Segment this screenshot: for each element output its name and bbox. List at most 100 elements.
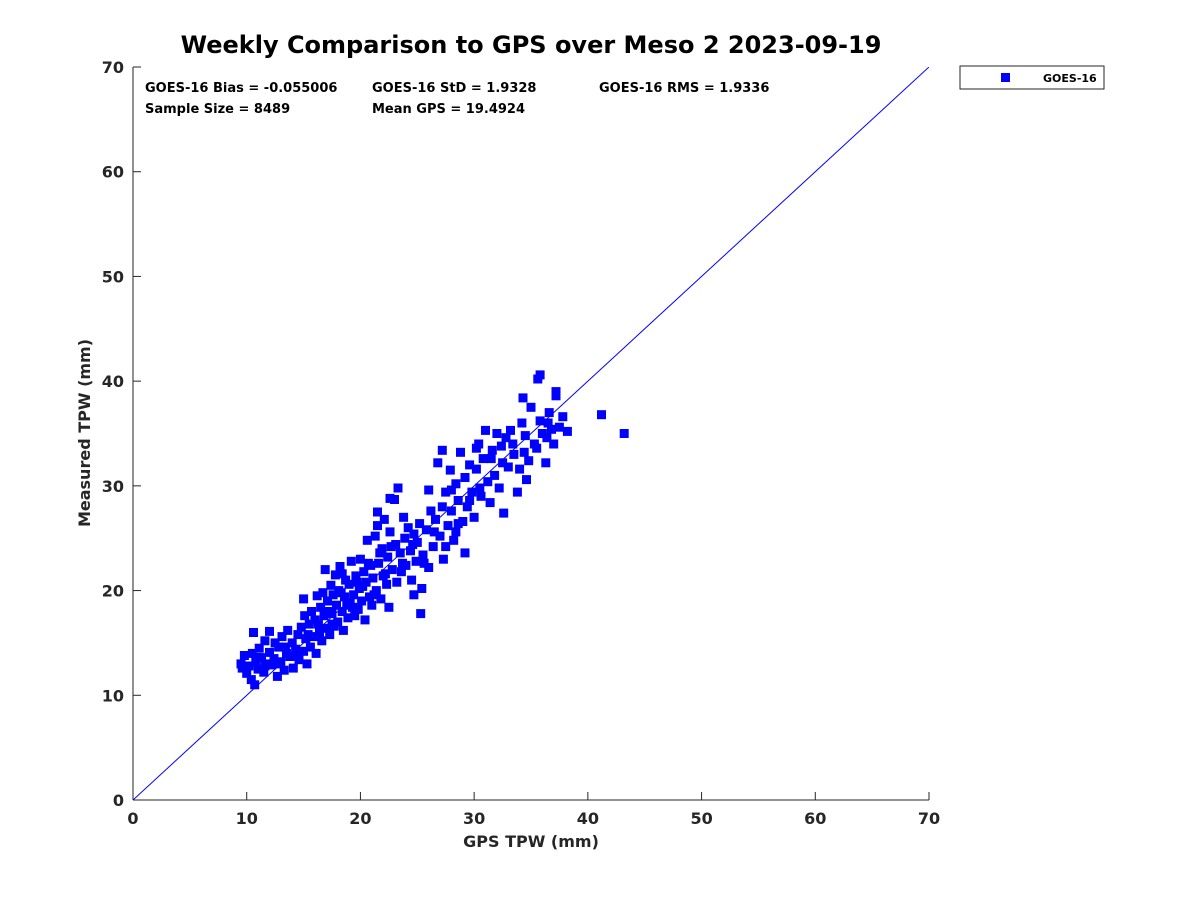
- data-point: [421, 525, 431, 535]
- data-points: [236, 370, 629, 690]
- data-point: [396, 567, 406, 577]
- data-point: [271, 659, 281, 669]
- x-tick-label: 60: [804, 809, 826, 828]
- data-point: [515, 464, 525, 474]
- data-point: [346, 556, 356, 566]
- data-point: [451, 479, 461, 489]
- data-point: [506, 425, 515, 435]
- data-point: [319, 611, 329, 621]
- data-point: [379, 514, 389, 524]
- data-point: [249, 628, 258, 637]
- data-point: [486, 454, 496, 464]
- data-point: [517, 418, 527, 428]
- data-point: [313, 619, 323, 629]
- data-point: [419, 558, 429, 568]
- data-point: [358, 581, 368, 591]
- data-point: [355, 554, 365, 564]
- data-point: [259, 667, 269, 677]
- data-point: [324, 607, 334, 616]
- data-point: [443, 521, 453, 531]
- data-point: [385, 493, 395, 503]
- data-point: [269, 654, 279, 664]
- data-point: [542, 433, 552, 443]
- data-point: [279, 665, 289, 675]
- data-point: [509, 449, 519, 459]
- data-point: [368, 573, 378, 583]
- legend-box: [959, 65, 1105, 90]
- data-point: [365, 592, 374, 602]
- data-point: [481, 425, 490, 435]
- x-tick-label: 50: [690, 809, 712, 828]
- data-point: [460, 473, 470, 482]
- data-point: [498, 458, 508, 468]
- data-point: [462, 502, 472, 512]
- data-point: [287, 638, 297, 648]
- data-point: [496, 441, 506, 451]
- data-point: [383, 552, 393, 562]
- data-point: [260, 636, 270, 646]
- data-point: [362, 535, 372, 545]
- data-point: [597, 410, 606, 420]
- data-point: [325, 630, 335, 640]
- stat-bias: GOES-16 Bias = -0.055006: [145, 81, 337, 96]
- data-point: [242, 668, 252, 678]
- data-point: [460, 548, 470, 558]
- data-point: [353, 604, 363, 614]
- data-point: [532, 443, 542, 453]
- data-point: [499, 508, 509, 518]
- x-tick-label: 10: [236, 809, 258, 828]
- data-point: [437, 445, 447, 455]
- data-point: [257, 653, 266, 663]
- data-point: [438, 554, 448, 564]
- data-point: [349, 590, 359, 600]
- data-point: [399, 512, 409, 522]
- data-point: [409, 590, 419, 600]
- x-tick-label: 20: [349, 809, 371, 828]
- stat-rms: GOES-16 RMS = 1.9336: [599, 81, 769, 96]
- data-point: [296, 622, 306, 632]
- data-point: [367, 600, 377, 610]
- data-point: [417, 584, 427, 593]
- data-point: [428, 542, 438, 552]
- x-tick-label: 40: [577, 809, 599, 828]
- data-point: [272, 671, 282, 681]
- data-point: [508, 439, 518, 449]
- y-axis: 0 10 20 30 40 50 60 70: [102, 58, 141, 810]
- data-point: [520, 431, 530, 441]
- data-point: [302, 659, 312, 669]
- data-point: [503, 462, 513, 472]
- data-point: [244, 661, 254, 671]
- data-point: [458, 517, 468, 526]
- data-point: [317, 636, 327, 646]
- data-point: [416, 609, 426, 619]
- data-point: [465, 496, 475, 505]
- y-axis-label: Measured TPW (mm): [75, 339, 94, 527]
- data-point: [445, 465, 455, 475]
- data-point: [554, 422, 564, 432]
- data-point: [254, 643, 264, 653]
- data-point: [385, 527, 395, 537]
- data-point: [429, 527, 439, 537]
- data-point: [512, 487, 522, 497]
- data-point: [490, 470, 500, 480]
- data-point: [386, 542, 396, 552]
- data-point: [374, 558, 384, 568]
- data-point: [543, 418, 553, 428]
- data-point: [318, 588, 328, 598]
- stat-sample-size: Sample Size = 8489: [145, 102, 290, 117]
- x-axis: 0 10 20 30 40 50 60 70: [127, 792, 940, 828]
- data-point: [541, 458, 551, 468]
- data-point: [250, 680, 260, 690]
- x-axis-label: GPS TPW (mm): [463, 832, 599, 851]
- data-point: [352, 577, 362, 587]
- y-tick-label: 70: [102, 58, 124, 77]
- data-point: [407, 575, 417, 585]
- data-point: [330, 570, 340, 580]
- y-tick-label: 10: [102, 686, 124, 705]
- data-point: [285, 652, 295, 661]
- y-tick-label: 40: [102, 372, 124, 391]
- data-point: [437, 502, 447, 512]
- data-point: [526, 402, 536, 412]
- data-point: [333, 617, 343, 627]
